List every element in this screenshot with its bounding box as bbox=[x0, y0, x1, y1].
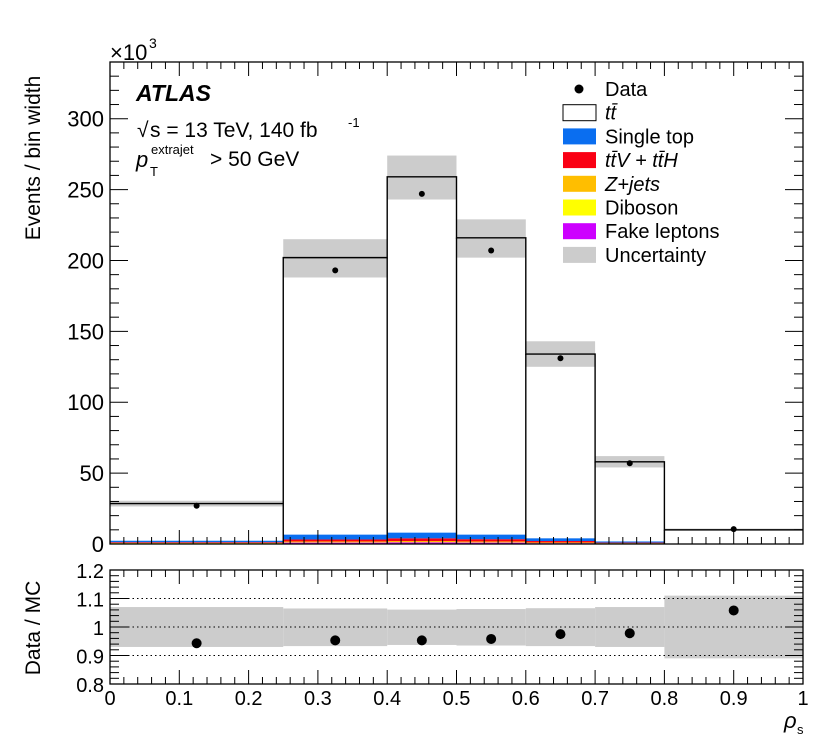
legend-swatch-ttbar bbox=[563, 105, 596, 121]
ratio-y-tick-label: 1 bbox=[93, 618, 104, 640]
legend-swatch-zjets bbox=[563, 176, 596, 192]
singletop-bar-5 bbox=[595, 541, 664, 542]
y-multiplier-exponent: 3 bbox=[149, 35, 157, 51]
ratio-point-4 bbox=[555, 629, 565, 639]
legend-label-zjets: Z+jets bbox=[604, 174, 660, 196]
energy-label: s = 13 TeV, 140 fb bbox=[150, 119, 318, 142]
data-point-1 bbox=[332, 267, 338, 273]
ttv-bar-2 bbox=[387, 538, 456, 541]
y-multiplier: ×10 bbox=[110, 40, 147, 65]
zjets-bar-1 bbox=[283, 541, 387, 542]
ratio-y-tick-label: 1.1 bbox=[76, 590, 104, 612]
legend-label-ttbar: tt̄ bbox=[605, 102, 618, 124]
ratio-y-tick-label: 0.8 bbox=[76, 675, 104, 697]
data-point-0 bbox=[194, 503, 200, 509]
y-tick-label: 150 bbox=[67, 319, 104, 344]
x-tick-label: 0.8 bbox=[650, 688, 678, 710]
legend-swatch-ttv bbox=[563, 152, 596, 168]
legend-label-diboson: Diboson bbox=[605, 198, 678, 220]
legend-label-data: Data bbox=[605, 79, 648, 101]
x-tick-label: 0.5 bbox=[443, 688, 471, 710]
x-tick-label: 0.1 bbox=[165, 688, 193, 710]
ratio-point-5 bbox=[625, 628, 635, 638]
singletop-bar-4 bbox=[526, 538, 595, 541]
ttv-bar-4 bbox=[526, 541, 595, 542]
ratio-point-3 bbox=[486, 634, 496, 644]
legend-label-ttv: tt̄V + tt̄H bbox=[605, 150, 678, 172]
cut-label-subscript: T bbox=[150, 164, 158, 179]
y-tick-label: 50 bbox=[80, 461, 104, 486]
cut-label-threshold: > 50 GeV bbox=[210, 148, 299, 171]
cut-label-p: p bbox=[135, 147, 148, 172]
x-axis-title-subscript: s bbox=[797, 722, 804, 737]
ttv-bar-3 bbox=[457, 539, 526, 541]
legend-swatch-unc bbox=[563, 247, 596, 263]
ttv-bar-5 bbox=[595, 543, 664, 544]
energy-label-exponent: -1 bbox=[348, 115, 360, 130]
legend-marker-data bbox=[575, 85, 584, 94]
legend-swatch-singletop bbox=[563, 128, 596, 144]
legend-label-singletop: Single top bbox=[605, 126, 694, 148]
cut-label-superscript: extrajet bbox=[151, 142, 194, 157]
y-axis-title: Events / bin width bbox=[22, 76, 45, 241]
ratio-y-axis-title: Data / MC bbox=[22, 581, 45, 676]
data-point-4 bbox=[557, 355, 563, 361]
ratio-point-6 bbox=[729, 605, 739, 615]
x-tick-label: 0.7 bbox=[581, 688, 609, 710]
x-tick-label: 1 bbox=[797, 688, 808, 710]
ttv-bar-1 bbox=[283, 539, 387, 541]
zjets-bar-3 bbox=[457, 541, 526, 542]
ratio-y-tick-label: 1.2 bbox=[76, 561, 104, 583]
legend-label-unc: Uncertainty bbox=[605, 245, 706, 267]
ttv-bar-0 bbox=[110, 542, 283, 543]
ratio-y-tick-label: 0.9 bbox=[76, 647, 104, 669]
data-point-5 bbox=[627, 460, 633, 466]
legend-label-fake: Fake leptons bbox=[605, 221, 720, 243]
x-tick-label: 0.3 bbox=[304, 688, 332, 710]
zjets-bar-2 bbox=[387, 541, 456, 542]
x-tick-label: 0.6 bbox=[512, 688, 540, 710]
singletop-bar-3 bbox=[457, 535, 526, 540]
x-tick-label: 0 bbox=[104, 688, 115, 710]
y-tick-label: 0 bbox=[92, 532, 104, 557]
y-tick-label: 250 bbox=[67, 178, 104, 203]
ratio-point-2 bbox=[417, 635, 427, 645]
ratio-point-0 bbox=[192, 638, 202, 648]
x-axis-title: ρ bbox=[783, 708, 797, 733]
ratio-point-1 bbox=[330, 635, 340, 645]
x-tick-label: 0.2 bbox=[235, 688, 263, 710]
singletop-bar-1 bbox=[283, 535, 387, 540]
legend-swatch-fake bbox=[563, 223, 596, 239]
y-tick-label: 200 bbox=[67, 248, 104, 273]
y-tick-label: 100 bbox=[67, 390, 104, 415]
data-point-2 bbox=[419, 191, 425, 197]
x-tick-label: 0.9 bbox=[720, 688, 748, 710]
x-tick-label: 0.4 bbox=[373, 688, 401, 710]
zjets-bar-0 bbox=[110, 543, 283, 544]
singletop-bar-0 bbox=[110, 541, 283, 542]
data-point-3 bbox=[488, 248, 494, 254]
y-tick-label: 300 bbox=[67, 107, 104, 132]
zjets-bar-4 bbox=[526, 542, 595, 543]
ratio-uncertainty-band-6 bbox=[664, 596, 803, 659]
singletop-bar-2 bbox=[387, 533, 456, 539]
energy-root-symbol: √ bbox=[137, 119, 149, 142]
legend-swatch-diboson bbox=[563, 200, 596, 216]
atlas-label: ATLAS bbox=[135, 80, 212, 106]
